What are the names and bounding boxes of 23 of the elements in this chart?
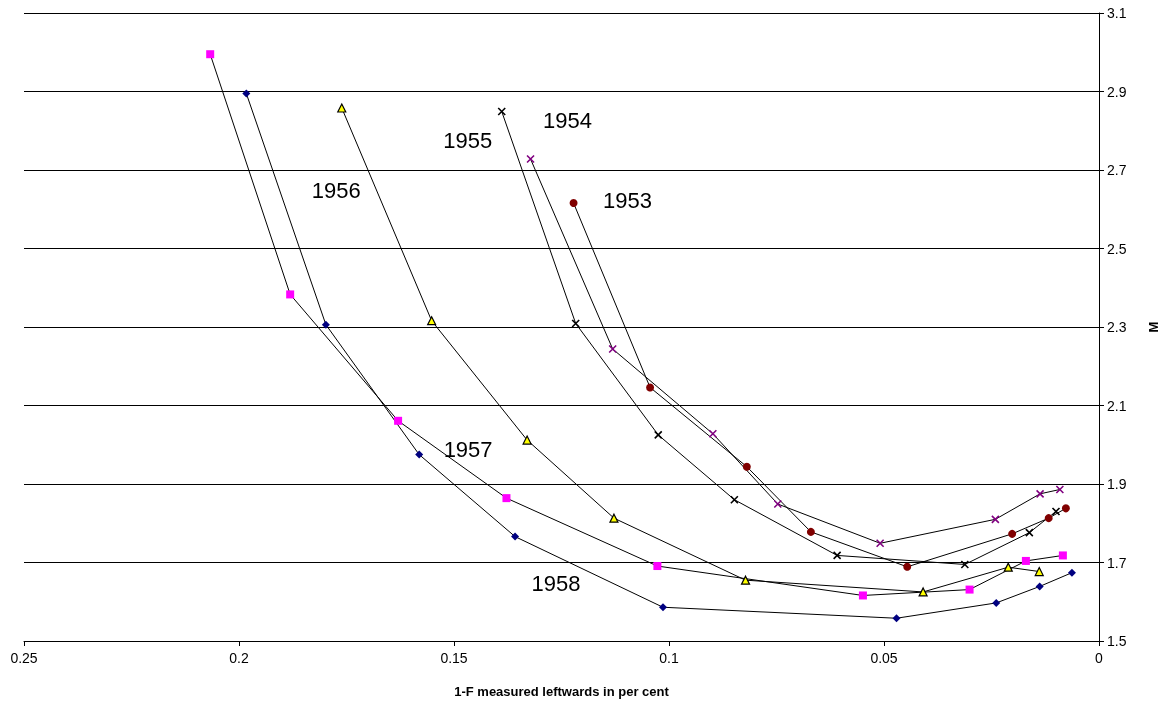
series-label: 1958: [531, 570, 581, 596]
y-tick-label: 2.3: [1107, 319, 1127, 335]
y-tick-label: 2.5: [1107, 240, 1127, 257]
x-axis-title: 1-F measured leftwards in per cent: [454, 684, 670, 699]
series-label: 1953: [603, 188, 653, 214]
y-tick-label: 1.5: [1107, 633, 1127, 649]
y-tick-label: 2.1: [1107, 397, 1127, 414]
y-tick-label: 1.7: [1107, 554, 1127, 571]
series-label: 1954: [543, 107, 593, 133]
y-tick-label: 3.1: [1107, 5, 1127, 21]
x-tick-label: 0.1: [659, 650, 679, 666]
y-axis-title: M: [1146, 321, 1161, 333]
x-tick-label: 0.2: [229, 650, 249, 666]
series-label: 1955: [443, 128, 493, 154]
y-tick-label: 1.9: [1107, 476, 1127, 492]
y-tick-label: 2.9: [1107, 83, 1127, 100]
y-tick-label: 2.7: [1107, 162, 1127, 178]
x-tick-label: 0.15: [440, 650, 468, 666]
series-label: 1957: [443, 437, 493, 463]
x-tick-label: 0.25: [10, 650, 38, 666]
series-label: 1956: [311, 177, 361, 203]
x-tick-label: 0: [1095, 650, 1104, 666]
x-tick-label: 0.05: [870, 650, 898, 666]
